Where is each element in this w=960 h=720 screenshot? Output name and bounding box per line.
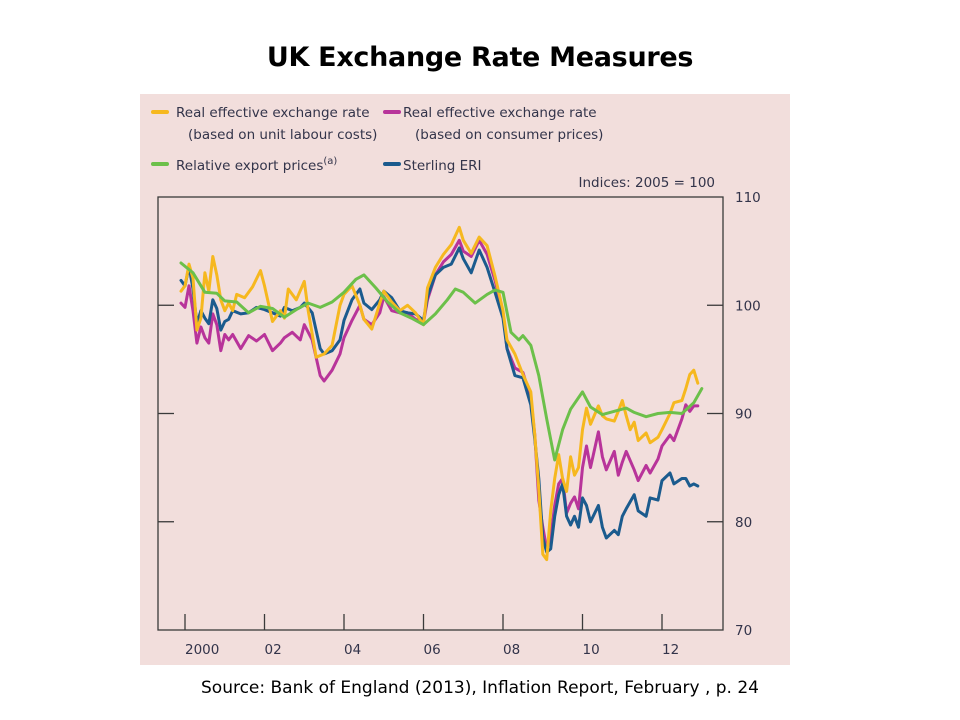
x-tick-label: 10 [583,642,600,658]
y-tick-label: 90 [735,407,752,423]
legend-label-ulc-2: (based on unit labour costs) [188,127,377,143]
x-tick-label: 08 [503,642,520,658]
y-axis: 70 80 90 100 110 [158,190,761,639]
x-tick-label: 02 [265,642,282,658]
exchange-rate-chart: Real effective exchange rate (based on u… [151,105,761,658]
y-tick-label: 70 [735,623,752,639]
y-tick-label: 110 [735,190,761,206]
chart-panel: Real effective exchange rate (based on u… [140,94,790,665]
series-line-relative-export-prices [179,261,704,462]
x-tick-label: 04 [344,642,361,658]
legend: Real effective exchange rate (based on u… [151,105,715,191]
y-tick-label: 80 [735,515,752,531]
series-line-sterling-eri [179,246,700,554]
x-tick-label: 2000 [185,642,219,658]
legend-label-cpi-2: (based on consumer prices) [415,127,603,143]
series-layer [179,225,704,562]
y-tick-label: 100 [735,298,761,314]
x-tick-label: 12 [662,642,679,658]
slide-title: UK Exchange Rate Measures [266,42,694,73]
legend-label-export: Relative export prices(a) [176,156,337,174]
legend-label-eri: Sterling ERI [403,158,482,174]
x-tick-label: 06 [424,642,441,658]
x-axis: 2000 02 04 06 08 10 12 [184,614,679,658]
source-caption: Source: Bank of England (2013), Inflatio… [201,678,759,698]
series-line-cpi-reer [179,238,700,551]
units-note: Indices: 2005 = 100 [579,175,715,191]
series-line-ulc-reer [179,225,700,562]
legend-label-cpi-1: Real effective exchange rate [403,105,597,121]
legend-label-ulc-1: Real effective exchange rate [176,105,370,121]
